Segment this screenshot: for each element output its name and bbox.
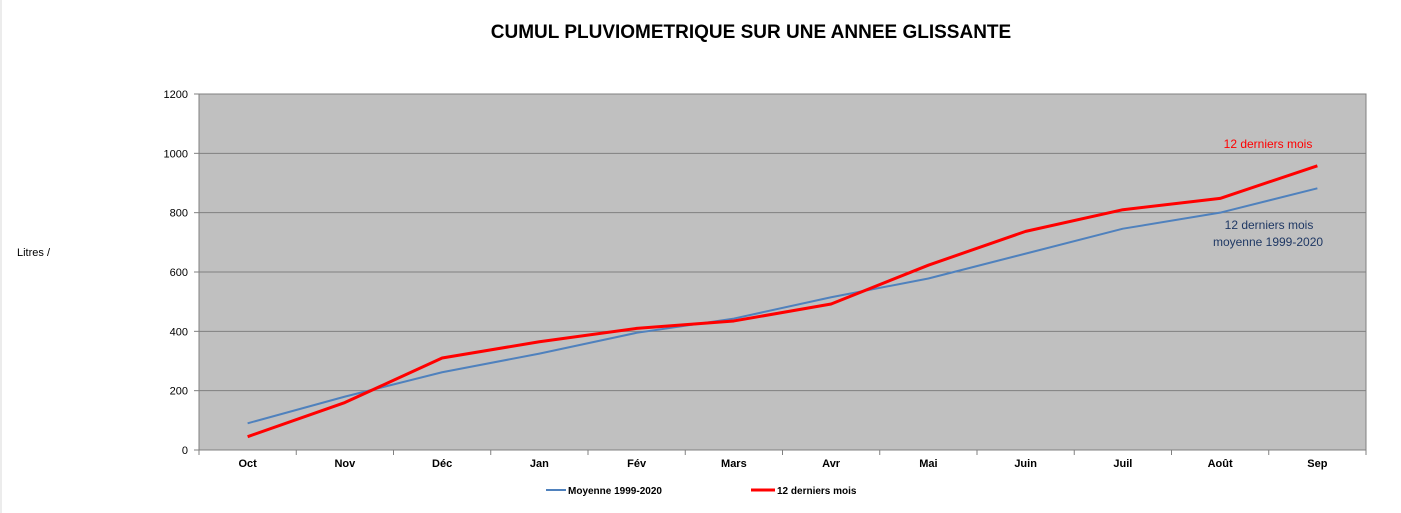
series-line-last-12-months: [247, 164, 1318, 439]
annotation-last-12-months: 12 derniers mois: [1224, 137, 1313, 151]
x-tick-label: Fév: [627, 458, 647, 470]
x-tick-label: Juil: [1113, 458, 1132, 470]
gridlines: [199, 152, 1366, 392]
y-tick-label: 1200: [164, 89, 188, 101]
x-tick-label: Avr: [822, 458, 841, 470]
x-tick-label: Jan: [530, 458, 549, 470]
x-tick-label: Mars: [721, 458, 747, 470]
x-tick-label: Nov: [334, 458, 356, 470]
annotation-average-line2: moyenne 1999-2020: [1213, 235, 1323, 249]
y-tick-label: 400: [170, 326, 188, 338]
series-line-average: [247, 187, 1318, 425]
y-tick-label: 600: [170, 267, 188, 279]
x-tick-label: Mai: [919, 458, 937, 470]
x-tick-label: Sep: [1307, 458, 1327, 470]
x-tick-label: Août: [1208, 458, 1233, 470]
y-tick-label: 1000: [164, 148, 188, 160]
legend: Moyenne 1999-2020 12 derniers mois: [546, 486, 857, 497]
y-axis-label: Litres /: [17, 247, 51, 259]
series-lines: [247, 164, 1318, 439]
y-tick-label: 0: [182, 445, 188, 457]
y-tick-label: 200: [170, 386, 188, 398]
annotation-average-line1: 12 derniers mois: [1225, 218, 1314, 232]
x-tick-label: Oct: [238, 458, 257, 470]
legend-label-last-12-months: 12 derniers mois: [777, 486, 857, 497]
chart-title: CUMUL PLUVIOMETRIQUE SUR UNE ANNEE GLISS…: [491, 22, 1011, 43]
y-axis-ticks: 0 200 400 600 800 1000 1200: [164, 89, 199, 457]
x-axis-ticks: Oct Nov Déc Jan Fév Mars Avr Mai Juin Juil Août Sep: [198, 450, 1367, 470]
x-tick-label: Déc: [432, 458, 452, 470]
x-tick-label: Juin: [1014, 458, 1037, 470]
legend-label-average: Moyenne 1999-2020: [568, 486, 662, 497]
y-tick-label: 800: [170, 208, 188, 220]
